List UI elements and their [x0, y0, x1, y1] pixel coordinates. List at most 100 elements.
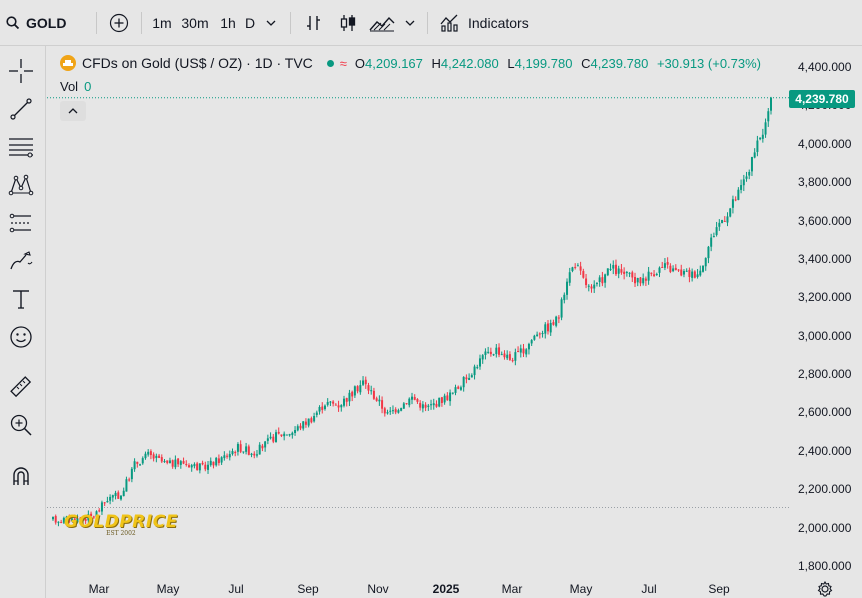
- brush-tool[interactable]: [7, 247, 35, 275]
- candle: [748, 169, 751, 180]
- price-axis[interactable]: 4,400.0004,200.0004,000.0003,800.0003,60…: [790, 47, 862, 598]
- pattern-tool[interactable]: [7, 171, 35, 199]
- chart-type-dropdown[interactable]: [399, 7, 421, 39]
- candle: [476, 364, 479, 370]
- candle: [255, 449, 258, 458]
- candle: [767, 107, 770, 127]
- candle: [234, 450, 237, 457]
- text-tool[interactable]: [7, 285, 35, 313]
- magnet-tool[interactable]: [7, 462, 35, 490]
- volume-legend[interactable]: Vol 0: [60, 79, 91, 94]
- time-axis-label: Jul: [228, 582, 244, 596]
- collapse-legend-button[interactable]: [60, 101, 86, 121]
- candle: [642, 273, 645, 286]
- interval-1m[interactable]: 1m: [152, 14, 172, 31]
- fib-tool[interactable]: [7, 133, 35, 161]
- candle: [511, 357, 514, 363]
- smiley-icon: [10, 326, 32, 348]
- candle: [378, 395, 381, 406]
- candle: [168, 457, 171, 464]
- candle: [394, 407, 397, 415]
- candle: [353, 385, 356, 398]
- divider: [427, 11, 428, 34]
- gear-icon: [817, 580, 833, 597]
- candle: [525, 348, 528, 358]
- candle: [332, 400, 335, 407]
- interval-d[interactable]: D: [244, 14, 256, 31]
- candle: [604, 273, 607, 288]
- candle: [669, 263, 672, 274]
- forecast-tool[interactable]: [7, 209, 35, 237]
- candle: [81, 518, 84, 521]
- area-chart-icon: [369, 16, 395, 31]
- candle: [57, 521, 60, 527]
- emoji-tool[interactable]: [7, 323, 35, 351]
- candle: [236, 442, 239, 456]
- measure-tool[interactable]: [7, 373, 35, 401]
- candle: [212, 461, 215, 469]
- interval-dropdown[interactable]: [258, 7, 284, 39]
- candle: [677, 269, 680, 272]
- price-axis-label: 1,800.000: [798, 559, 852, 573]
- candle: [95, 510, 98, 522]
- candle: [443, 393, 446, 405]
- candle: [742, 174, 745, 192]
- candle: [201, 460, 204, 466]
- candle: [533, 334, 536, 341]
- interval-1h[interactable]: 1h: [220, 14, 236, 31]
- candle: [160, 454, 163, 464]
- price-axis-label: 4,400.000: [798, 60, 852, 74]
- crosshair-tool[interactable]: [7, 57, 35, 85]
- candle: [653, 270, 656, 278]
- candle: [177, 457, 180, 468]
- candle: [544, 322, 547, 339]
- area-chart-type-button[interactable]: [365, 7, 399, 39]
- candle: [440, 396, 443, 407]
- candle: [294, 426, 297, 436]
- candle: [691, 268, 694, 282]
- candle: [147, 449, 150, 457]
- time-axis-label: Sep: [297, 582, 319, 596]
- candle: [209, 457, 212, 467]
- gold-symbol-icon: [60, 55, 76, 71]
- candle: [71, 518, 74, 523]
- compare-button[interactable]: [103, 7, 135, 39]
- candle: [541, 330, 544, 338]
- candle: [536, 331, 539, 337]
- volume-value: 0: [84, 79, 92, 94]
- interval-30m[interactable]: 30m: [181, 14, 209, 31]
- candle: [109, 494, 112, 505]
- candle: [383, 406, 386, 417]
- candles-chart-type-button[interactable]: [331, 7, 365, 39]
- chart-settings-button[interactable]: [817, 580, 833, 597]
- candle: [435, 400, 438, 408]
- candle: [130, 467, 133, 483]
- chart-legend: CFDs on Gold (US$ / OZ) · 1D · TVC ≈ O4,…: [60, 52, 761, 74]
- candle: [405, 402, 408, 405]
- candle: [481, 354, 484, 364]
- indicators-button[interactable]: Indicators: [434, 7, 535, 39]
- trend-line-tool[interactable]: [7, 95, 35, 123]
- candle: [674, 264, 677, 271]
- symbol-search[interactable]: GOLD: [0, 7, 90, 39]
- candle: [250, 452, 253, 458]
- symbol-title[interactable]: CFDs on Gold (US$ / OZ) · 1D · TVC: [82, 55, 313, 71]
- bar-chart-type-button[interactable]: [297, 7, 331, 39]
- zoom-in-icon: [10, 414, 32, 436]
- candle: [313, 412, 316, 423]
- candle: [566, 278, 569, 300]
- candle: [568, 267, 571, 286]
- candle: [718, 219, 721, 231]
- candle: [277, 427, 280, 435]
- zoom-tool[interactable]: [7, 411, 35, 439]
- candle: [370, 385, 373, 395]
- candle: [517, 346, 520, 353]
- watermark-subtitle: EST 2002: [106, 530, 136, 537]
- candle: [636, 277, 639, 287]
- low-value: 4,199.780: [514, 55, 573, 71]
- candle: [364, 376, 367, 389]
- candle: [750, 156, 753, 176]
- volume-label: Vol: [60, 79, 79, 94]
- divider: [290, 11, 291, 34]
- price-chart[interactable]: [47, 47, 790, 598]
